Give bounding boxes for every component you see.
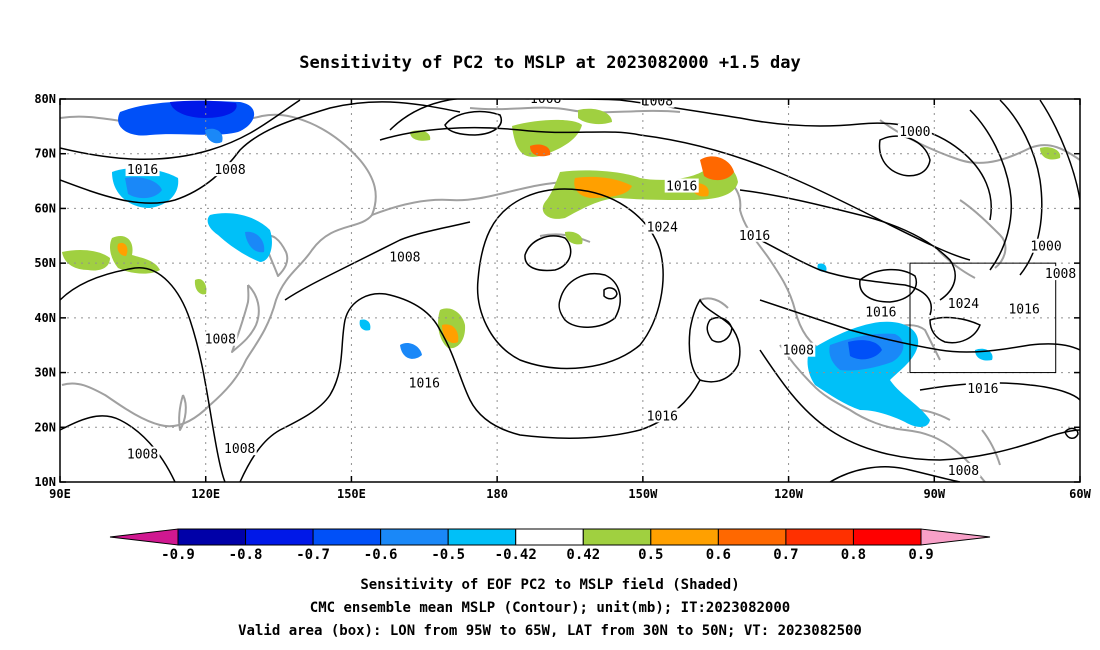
contour-label-bg bbox=[222, 441, 257, 456]
colorbar-bin bbox=[515, 528, 584, 546]
colorbar-bin bbox=[785, 528, 854, 546]
mslp-contours bbox=[60, 99, 1080, 482]
figure-title: Sensitivity of PC2 to MSLP at 2023082000… bbox=[299, 53, 801, 73]
colorbar: -0.9 -0.8 -0.7 -0.6 -0.5 -0.42 0.42 0.5 0.6 0.7 0.… bbox=[109, 528, 991, 563]
footer-line-3: Valid area (box): LON from 95W to 65W, L… bbox=[238, 623, 862, 639]
contour-label: 1000 bbox=[1030, 240, 1061, 255]
contour-label: 1016 bbox=[127, 163, 158, 178]
contour-label: 1024 bbox=[948, 297, 979, 312]
contour-label-bg bbox=[897, 123, 932, 138]
contour-label-bg bbox=[645, 219, 680, 234]
contour-label-bg bbox=[203, 331, 238, 346]
contour-label-bg bbox=[946, 463, 981, 478]
contour-label: 1008 bbox=[783, 344, 814, 359]
colorbar-bin bbox=[582, 528, 652, 546]
contour-label: 1008 bbox=[127, 448, 158, 463]
y-tick-label: 70N bbox=[34, 147, 56, 161]
contour-label-bg bbox=[781, 342, 816, 357]
colorbar-label: -0.42 bbox=[495, 547, 537, 563]
colorbar-bin bbox=[852, 528, 922, 546]
colorbar-bin bbox=[380, 528, 449, 546]
contour-label-bg bbox=[407, 375, 442, 390]
contour-label: 1016 bbox=[666, 180, 697, 195]
colorbar-label: 0.9 bbox=[908, 547, 933, 563]
colorbar-bin bbox=[245, 528, 314, 546]
x-tick-label: 150E bbox=[337, 487, 366, 501]
contour-label-bg bbox=[965, 380, 1000, 395]
contour-label: 1016 bbox=[739, 229, 770, 244]
y-tick-label: 80N bbox=[34, 92, 56, 106]
colorbar-bin bbox=[717, 528, 787, 546]
colorbar-label: -0.8 bbox=[229, 547, 263, 563]
contour-label: 1016 bbox=[865, 305, 896, 320]
colorbar-bin bbox=[312, 528, 382, 546]
colorbar-label: 0.5 bbox=[638, 547, 663, 563]
contour-labels: 1008 1008 1000 1016 1008 1016 1024 1016 1000 1008… bbox=[125, 92, 1078, 479]
y-tick-label: 60N bbox=[34, 201, 56, 215]
graticule bbox=[60, 99, 1080, 482]
contour-label: 1008 bbox=[214, 163, 245, 178]
contour-label: 1016 bbox=[1008, 303, 1039, 318]
contour-label: 1016 bbox=[967, 382, 998, 397]
x-tick-label: 60W bbox=[1069, 487, 1091, 501]
colorbar-bin bbox=[650, 528, 719, 546]
x-tick-label: 90W bbox=[923, 487, 945, 501]
colorbar-label: 0.7 bbox=[773, 547, 798, 563]
y-tick-label: 30N bbox=[34, 366, 56, 380]
contour-label-bg bbox=[125, 446, 160, 461]
colorbar-label: -0.7 bbox=[296, 547, 330, 563]
colorbar-high-extension bbox=[920, 528, 991, 546]
contour-label: 1008 bbox=[642, 95, 673, 110]
contour-label-bg bbox=[1007, 301, 1042, 316]
contour-label-bg bbox=[1043, 266, 1078, 281]
contour-label: 1008 bbox=[530, 92, 561, 107]
contour-label-bg bbox=[737, 227, 772, 242]
contour-label: 1008 bbox=[948, 464, 979, 479]
x-tick-label: 180 bbox=[486, 487, 508, 501]
x-tick-label: 90E bbox=[49, 487, 71, 501]
map-panel: 1008 1008 1000 1016 1008 1016 1024 1016 1000 1008… bbox=[34, 92, 1091, 501]
contour-label: 1008 bbox=[1045, 267, 1076, 282]
colorbar-bin bbox=[447, 528, 517, 546]
contour-label-bg bbox=[645, 408, 680, 423]
colorbar-label: -0.5 bbox=[431, 547, 465, 563]
contour-label-bg bbox=[946, 296, 981, 311]
contour-label-bg bbox=[640, 99, 675, 108]
contour-label-bg bbox=[863, 304, 898, 319]
x-tick-label: 150W bbox=[628, 487, 658, 501]
x-tick-label: 120E bbox=[191, 487, 220, 501]
contour-label-bg bbox=[125, 162, 160, 177]
axis-ticks: 90E 120E 150E 180 150W 120W 90W 60W 10N 20N 30N 40N… bbox=[34, 92, 1091, 501]
contour-label: 1024 bbox=[647, 221, 678, 236]
contour-label: 1016 bbox=[647, 409, 678, 424]
contour-label: 1008 bbox=[389, 251, 420, 266]
colorbar-label: -0.9 bbox=[161, 547, 195, 563]
map-frame bbox=[59, 98, 1081, 483]
contour-label-bg bbox=[528, 99, 563, 105]
colorbar-label: 0.8 bbox=[841, 547, 866, 563]
y-tick-label: 10N bbox=[34, 475, 56, 489]
valid-area-box bbox=[909, 262, 1057, 374]
colorbar-label: 0.6 bbox=[706, 547, 731, 563]
contour-label-bg bbox=[213, 162, 247, 177]
colorbar-low-extension bbox=[109, 528, 179, 546]
contour-label-bg bbox=[1029, 238, 1063, 253]
colorbar-label: -0.6 bbox=[364, 547, 398, 563]
contour-label-bg bbox=[664, 178, 699, 193]
colorbar-label: 0.42 bbox=[566, 547, 600, 563]
contour-label-bg bbox=[387, 249, 422, 264]
footer-line-2: CMC ensemble mean MSLP (Contour); unit(m… bbox=[310, 600, 790, 616]
colorbar-bin bbox=[177, 528, 247, 546]
contour-label: 1008 bbox=[205, 333, 236, 348]
contour-label: 1000 bbox=[899, 125, 930, 140]
y-tick-label: 20N bbox=[34, 420, 56, 434]
y-tick-label: 50N bbox=[34, 256, 56, 270]
x-tick-label: 120W bbox=[774, 487, 804, 501]
contour-label: 1016 bbox=[409, 377, 440, 392]
y-tick-label: 40N bbox=[34, 311, 56, 325]
footer-line-1: Sensitivity of EOF PC2 to MSLP field (Sh… bbox=[360, 577, 739, 593]
contour-label: 1008 bbox=[224, 442, 255, 457]
